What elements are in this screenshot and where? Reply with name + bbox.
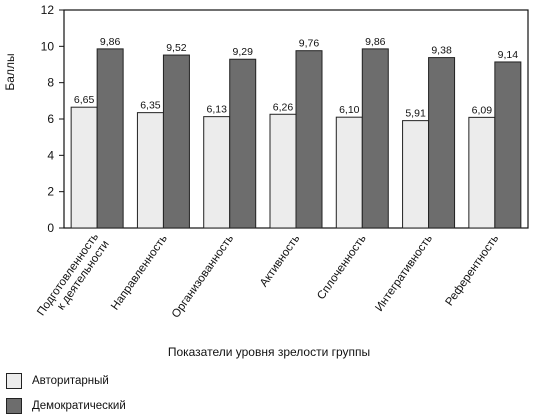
bar-authoritarian [402,120,430,229]
bar-authoritarian [335,116,363,229]
data-label-authoritarian: 6,26 [273,101,294,113]
bar-democratic [229,58,257,229]
x-tick-label: Подготовленностьк деятельности [35,231,112,325]
x-tick-label: Интегративность [373,233,435,314]
legend-item-democratic: Демократический [6,395,126,417]
data-label-democratic: 9,76 [299,38,320,50]
data-label-authoritarian: 6,10 [339,104,360,116]
data-label-authoritarian: 6,65 [74,94,95,106]
legend-swatch-authoritarian [6,373,22,389]
y-tick-label: 6 [47,112,54,126]
legend-item-authoritarian: Авторитарный [6,370,126,392]
bar-democratic [162,54,190,229]
bar-democratic [428,57,456,229]
data-label-democratic: 9,86 [365,36,386,48]
y-axis-title: Баллы [3,53,17,90]
legend-label-democratic: Демократический [32,400,126,412]
x-tick-label: Сплоченность [315,233,368,302]
data-label-democratic: 9,52 [166,42,187,54]
data-label-democratic: 9,14 [498,49,519,61]
data-label-authoritarian: 6,35 [140,100,161,112]
bar-authoritarian [136,112,164,229]
legend: Авторитарный Демократический [6,370,126,420]
x-tick-label: Направленность [109,233,170,313]
data-label-authoritarian: 5,91 [405,108,426,120]
data-label-democratic: 9,29 [232,46,253,58]
bar-democratic [295,50,323,229]
bar-democratic [494,61,522,229]
bar-authoritarian [269,113,297,229]
legend-swatch-democratic [6,398,22,414]
data-label-democratic: 9,86 [100,36,121,48]
y-tick-label: 10 [41,39,55,53]
y-tick-label: 0 [47,221,54,235]
data-label-authoritarian: 6,09 [472,104,493,116]
y-tick-label: 4 [47,148,54,162]
bar-authoritarian [468,116,496,229]
y-tick-label: 8 [47,76,54,90]
bar-authoritarian [203,116,231,229]
bar-chart: 0 2 4 6 8 10 12 Баллы 6,65 9,86 Подготовленностьк … [3,3,529,325]
y-tick-label: 2 [47,185,54,199]
bar-democratic [96,48,124,229]
bar-authoritarian [70,106,98,229]
x-tick-label: Активность [258,233,302,289]
y-tick-label: 12 [41,3,55,17]
data-label-authoritarian: 6,13 [206,104,227,116]
legend-label-authoritarian: Авторитарный [32,375,109,387]
x-tick-label: Референтность [444,233,502,308]
x-axis-title: Показатели уровня зрелости группы [167,345,371,359]
bar-democratic [361,48,389,229]
x-tick-label: Организованность [170,233,236,321]
data-label-democratic: 9,38 [431,45,452,57]
